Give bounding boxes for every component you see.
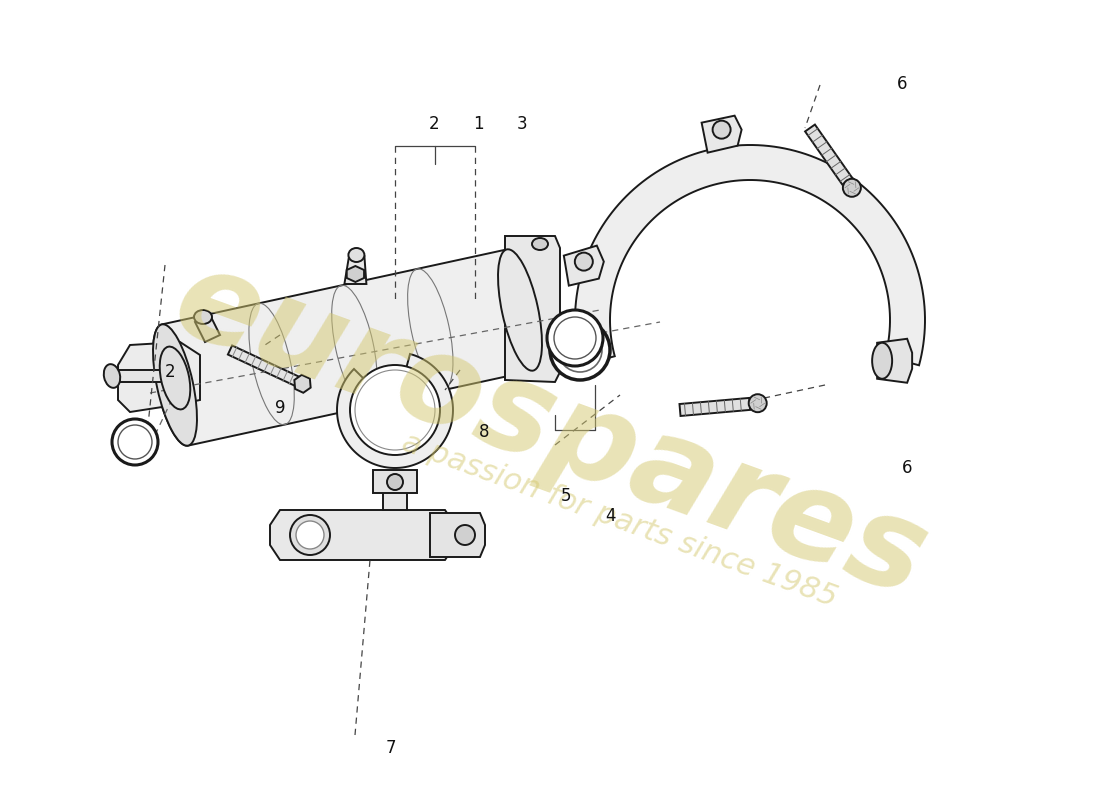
Ellipse shape [554,317,596,359]
Text: 2: 2 [429,115,440,133]
Polygon shape [195,315,220,342]
Ellipse shape [843,178,861,197]
Text: a passion for parts since 1985: a passion for parts since 1985 [398,427,842,613]
Polygon shape [430,513,485,557]
Polygon shape [153,250,542,446]
Ellipse shape [558,328,602,372]
Text: eurospares: eurospares [158,238,942,622]
Ellipse shape [749,394,767,412]
Polygon shape [702,116,741,153]
Ellipse shape [160,346,190,410]
Text: 6: 6 [902,459,913,477]
Polygon shape [805,125,852,185]
Ellipse shape [296,521,324,549]
Ellipse shape [547,310,603,366]
Polygon shape [344,254,366,284]
Polygon shape [346,266,364,282]
Polygon shape [228,346,305,388]
Ellipse shape [532,238,548,250]
Ellipse shape [349,248,364,262]
Text: 4: 4 [605,507,616,525]
Ellipse shape [498,250,542,370]
Ellipse shape [355,370,434,450]
Polygon shape [112,370,175,382]
Polygon shape [337,354,453,468]
Ellipse shape [455,525,475,545]
Ellipse shape [550,320,610,380]
Ellipse shape [153,324,197,446]
Ellipse shape [290,515,330,555]
Ellipse shape [872,342,892,378]
Polygon shape [564,246,604,286]
Polygon shape [505,236,560,382]
Text: 3: 3 [517,115,528,133]
Text: 8: 8 [478,423,490,441]
Ellipse shape [194,310,212,324]
Ellipse shape [350,365,440,455]
Ellipse shape [118,425,152,459]
Polygon shape [118,342,200,412]
Ellipse shape [112,419,158,465]
Polygon shape [295,375,310,393]
Polygon shape [373,470,417,493]
Ellipse shape [575,253,593,270]
Polygon shape [575,145,925,366]
Text: 6: 6 [896,75,907,93]
Ellipse shape [387,474,403,490]
Text: 7: 7 [385,739,396,757]
Polygon shape [680,398,750,416]
Polygon shape [270,510,455,560]
Text: 1: 1 [473,115,484,133]
Text: 5: 5 [561,487,572,505]
Polygon shape [383,492,407,510]
Ellipse shape [713,121,730,138]
Text: 2: 2 [165,363,176,381]
Ellipse shape [103,364,120,388]
Polygon shape [877,338,912,382]
Text: 9: 9 [275,399,286,417]
